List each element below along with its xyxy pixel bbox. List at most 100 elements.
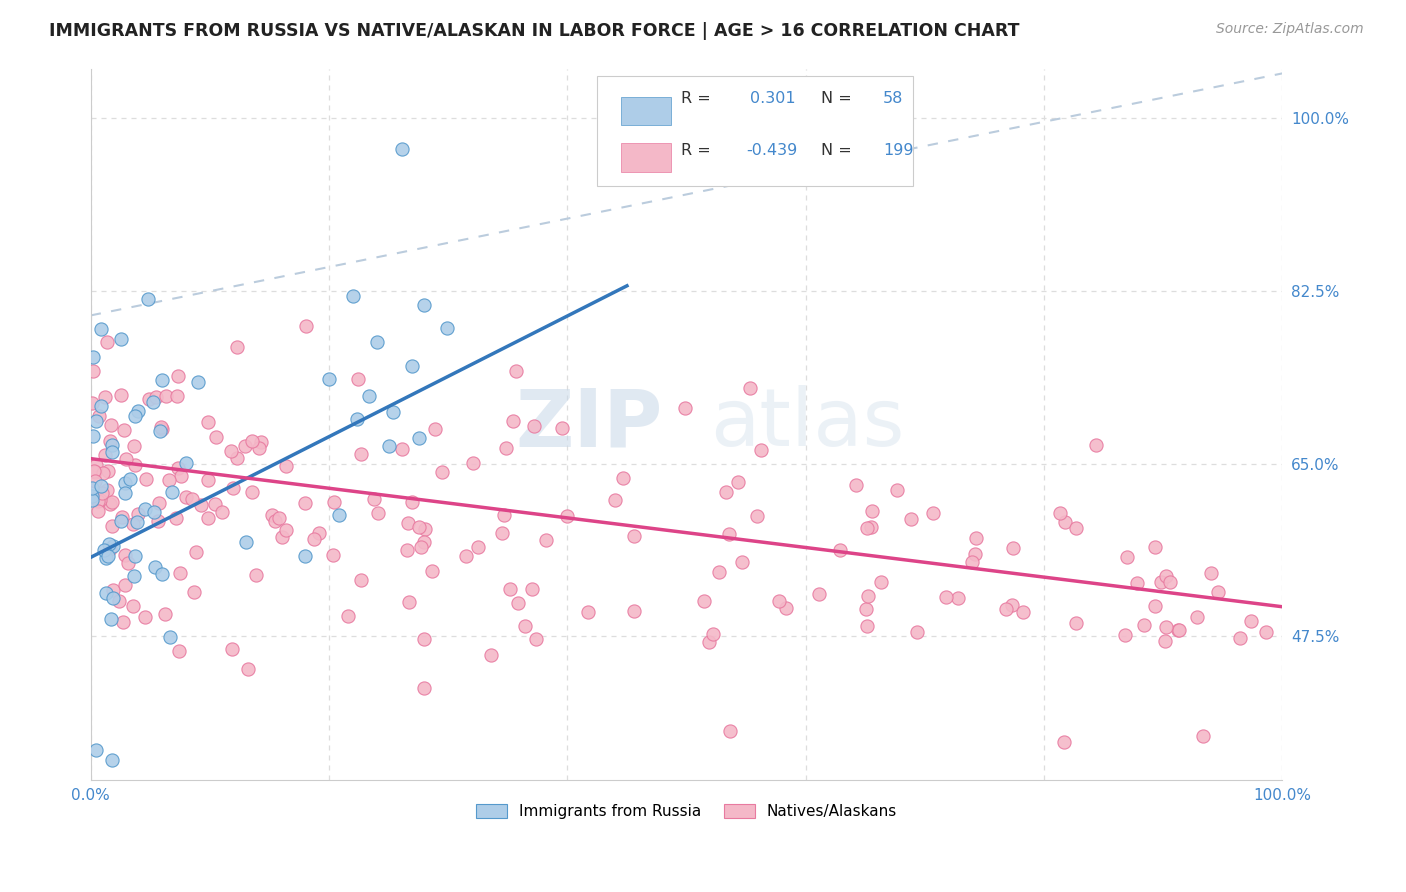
Point [267, 511, 290, 525]
Point [461, 456, 484, 470]
Point [146, 514, 169, 528]
Point [101, 539, 124, 553]
Point [623, 604, 645, 618]
Point [1154, 569, 1177, 583]
Point [142, 395, 165, 409]
Point [143, 560, 166, 574]
Point [523, 419, 546, 434]
Point [122, 569, 145, 583]
Point [87, 504, 110, 518]
Point [271, 531, 294, 545]
Text: Source: ZipAtlas.com: Source: ZipAtlas.com [1216, 22, 1364, 37]
Point [1153, 634, 1175, 648]
Point [91, 486, 114, 500]
Point [856, 619, 879, 633]
Point [238, 662, 260, 676]
Point [98, 497, 121, 511]
Point [1132, 618, 1154, 632]
Point [304, 532, 326, 546]
Point [492, 508, 515, 522]
Point [274, 458, 297, 473]
Point [731, 555, 754, 569]
Point [505, 364, 527, 378]
Point [226, 340, 249, 354]
Point [134, 610, 156, 624]
Point [120, 472, 142, 486]
Point [1154, 620, 1177, 634]
Point [114, 475, 136, 490]
Point [89, 409, 111, 423]
Point [100, 519, 122, 533]
Point [377, 439, 399, 453]
Point [357, 389, 380, 403]
Text: 58: 58 [883, 91, 904, 106]
Point [103, 583, 125, 598]
Point [1256, 625, 1278, 640]
Point [155, 389, 177, 403]
Point [526, 632, 548, 646]
Point [946, 591, 969, 606]
Point [673, 401, 696, 415]
Point [714, 484, 737, 499]
Point [219, 444, 242, 458]
Point [235, 535, 257, 549]
Point [165, 511, 187, 525]
Point [197, 473, 219, 487]
Point [350, 447, 373, 461]
Point [135, 472, 157, 486]
Point [869, 575, 891, 590]
Point [250, 434, 273, 449]
Point [86, 743, 108, 757]
Point [401, 359, 423, 374]
Point [149, 420, 172, 434]
Point [328, 508, 350, 523]
Point [294, 549, 316, 563]
Point [80, 489, 103, 503]
Point [127, 403, 149, 417]
Point [534, 533, 557, 548]
Point [425, 422, 447, 436]
Point [555, 508, 578, 523]
Point [508, 596, 530, 610]
Point [160, 484, 183, 499]
Point [623, 529, 645, 543]
Point [342, 289, 364, 303]
Point [142, 505, 165, 519]
Point [136, 292, 159, 306]
Point [350, 574, 373, 588]
Point [855, 602, 877, 616]
Point [1114, 628, 1136, 642]
Point [90, 322, 112, 336]
Point [1143, 599, 1166, 613]
Point [96, 483, 118, 497]
Point [83, 464, 105, 478]
Point [190, 498, 212, 512]
Point [401, 494, 423, 508]
Point [398, 595, 420, 609]
Point [1054, 515, 1077, 529]
Point [391, 143, 413, 157]
Point [121, 517, 143, 532]
Point [295, 318, 318, 333]
Point [551, 421, 574, 435]
Point [322, 495, 344, 509]
Point [381, 405, 404, 419]
Point [211, 505, 233, 519]
Point [1126, 575, 1149, 590]
Point [155, 607, 177, 621]
Point [97, 464, 120, 478]
Point [222, 481, 245, 495]
Point [89, 492, 111, 507]
Point [159, 630, 181, 644]
Point [167, 368, 190, 383]
Point [412, 534, 434, 549]
Point [391, 442, 413, 456]
Point [167, 644, 190, 658]
Point [718, 723, 741, 738]
Point [226, 451, 249, 466]
Text: IMMIGRANTS FROM RUSSIA VS NATIVE/ALASKAN IN LABOR FORCE | AGE > 16 CORRELATION C: IMMIGRANTS FROM RUSSIA VS NATIVE/ALASKAN… [49, 22, 1019, 40]
Point [1001, 598, 1024, 612]
Point [1085, 438, 1108, 452]
Point [1229, 632, 1251, 646]
Text: ZIP: ZIP [516, 385, 662, 463]
